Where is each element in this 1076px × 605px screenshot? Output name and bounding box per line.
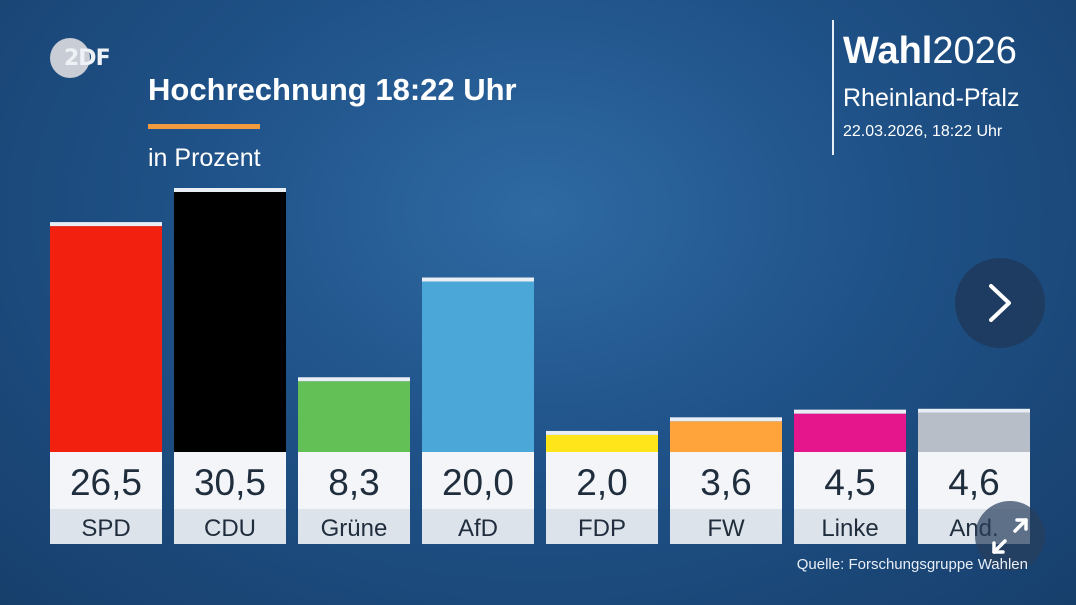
category-label-afd: AfD [458, 515, 498, 542]
category-label-spd: SPD [81, 515, 130, 542]
zdf-logo-circle [50, 38, 90, 78]
party-box-cdu [174, 509, 286, 544]
bar-cap-fdp [546, 430, 658, 435]
bar-cap-afd [422, 277, 534, 282]
party-box-spd [50, 509, 162, 544]
value-label-spd: 26,5 [70, 462, 142, 503]
value-box-fdp [546, 452, 658, 509]
value-box-spd [50, 452, 162, 509]
brand-wahl: Wahl [843, 30, 933, 72]
value-box-cdu [174, 452, 286, 509]
bar-afd [422, 281, 534, 452]
bar-cap-cdu [174, 188, 286, 192]
value-label-fdp: 2,0 [576, 462, 627, 503]
brand-year: 2026 [932, 30, 1017, 72]
zdf-logo-text: 2DF [64, 46, 111, 71]
bar-fw [670, 421, 782, 452]
category-label-fdp: FDP [578, 515, 626, 542]
category-label-fw: FW [707, 515, 745, 542]
next-button[interactable] [955, 258, 1045, 348]
bar-linke [794, 413, 906, 452]
brand-divider [832, 20, 834, 155]
expand-icon [992, 518, 1028, 554]
value-box-grne [298, 452, 410, 509]
expand-button[interactable] [975, 501, 1045, 571]
value-box-afd [422, 452, 534, 509]
value-label-grne: 8,3 [328, 462, 379, 503]
brand-title: Wahl2026 [843, 30, 1017, 73]
bar-spd [50, 226, 162, 452]
title-underline [148, 124, 260, 129]
chart-title: Hochrechnung 18:22 Uhr [148, 72, 517, 107]
category-label-linke: Linke [821, 515, 878, 542]
bar-and [918, 412, 1030, 452]
bar-cap-spd [50, 222, 162, 227]
chart-unit-label: in Prozent [148, 144, 261, 172]
value-box-and [918, 452, 1030, 509]
value-label-fw: 3,6 [700, 462, 751, 503]
value-label-cdu: 30,5 [194, 462, 266, 503]
value-label-linke: 4,5 [824, 462, 875, 503]
value-box-fw [670, 452, 782, 509]
category-label-grne: Grüne [321, 515, 388, 542]
bar-cap-linke [794, 409, 906, 414]
value-label-afd: 20,0 [442, 462, 514, 503]
source-note: Quelle: Forschungsgruppe Wahlen [796, 556, 1028, 573]
brand-region: Rheinland-Pfalz [843, 84, 1020, 112]
bar-cap-fw [670, 417, 782, 422]
party-box-fdp [546, 509, 658, 544]
zdf-logo: 2DF [50, 38, 130, 80]
party-box-afd [422, 509, 534, 544]
bar-cap-grne [298, 377, 410, 382]
party-box-fw [670, 509, 782, 544]
bar-grne [298, 381, 410, 452]
bar-cdu [174, 192, 286, 452]
category-label-cdu: CDU [204, 515, 256, 542]
bar-cap-and [918, 408, 1030, 413]
value-label-and: 4,6 [948, 462, 999, 503]
chevron-right-icon [989, 284, 1011, 322]
value-box-linke [794, 452, 906, 509]
brand-datetime: 22.03.2026, 18:22 Uhr [843, 123, 1003, 140]
party-box-linke [794, 509, 906, 544]
bar-fdp [546, 434, 658, 452]
party-box-grne [298, 509, 410, 544]
